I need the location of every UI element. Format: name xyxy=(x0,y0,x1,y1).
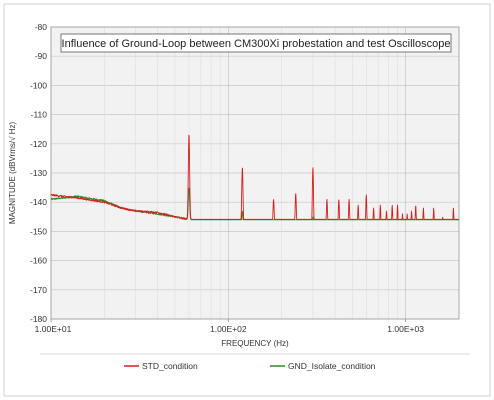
title-box xyxy=(60,33,452,53)
y-tick-label: -80 xyxy=(35,22,48,32)
y-tick-label: -90 xyxy=(35,51,48,61)
plot-border xyxy=(50,26,460,320)
series-line-std-condition xyxy=(50,134,460,220)
y-tick-label: -100 xyxy=(30,80,47,90)
y-tick-label: -150 xyxy=(30,226,47,236)
y-tick-label: -160 xyxy=(30,256,47,266)
y-axis-title: MAGNITUDE (dBVrms/√ Hz) xyxy=(8,122,17,225)
y-tick-label: -110 xyxy=(31,110,48,120)
x-tick-label: 1.00E+01 xyxy=(35,324,72,334)
chart-title: Influence of Ground-Loop between CM300Xi… xyxy=(62,38,451,50)
y-tick-label: -180 xyxy=(30,314,47,324)
x-tick-label: 1.00E+03 xyxy=(387,324,424,334)
x-axis-title: FREQUENCY (Hz) xyxy=(221,339,289,348)
tick-layer: -80 -90 -100 -110 -120 -130 -140 -150 -160 -170 -1… xyxy=(30,22,424,334)
legend-label-std: STD_condition xyxy=(142,361,198,371)
legend-label-gnd: GND_Isolate_condition xyxy=(288,361,376,371)
y-tick-label: -130 xyxy=(30,168,47,178)
y-tick-label: -140 xyxy=(30,197,47,207)
x-tick-label: 1.00E+02 xyxy=(210,324,247,334)
series-layer xyxy=(50,134,460,221)
y-tick-label: -120 xyxy=(30,139,47,149)
y-tick-label: -170 xyxy=(30,285,47,295)
